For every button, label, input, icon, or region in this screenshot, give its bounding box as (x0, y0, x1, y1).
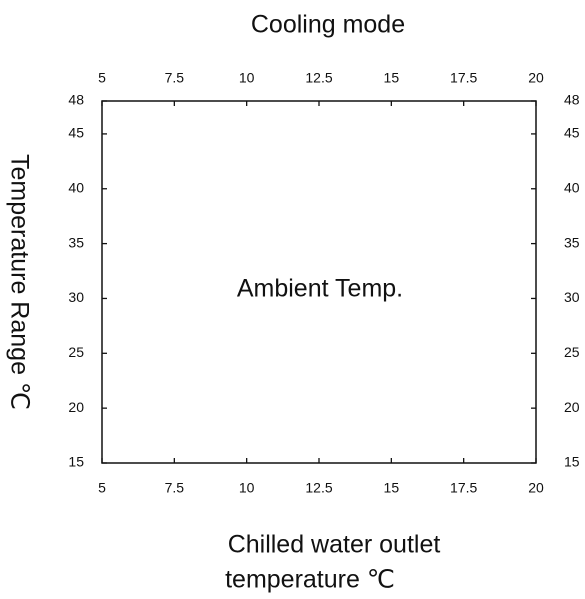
y-tick-label: 40 (68, 179, 84, 195)
annotation: Ambient Temp. (237, 275, 403, 303)
y-tick-label: 25 (564, 344, 580, 360)
y-axis-label: Temperature Range ℃ (5, 154, 33, 410)
x-tick-label: 15 (384, 480, 400, 496)
y-tick-label: 48 (68, 92, 84, 108)
x-tick-label: 17.5 (450, 480, 477, 496)
x-tick-label: 20 (528, 480, 544, 496)
chart-title: Cooling mode (251, 11, 405, 39)
x-tick-label: 20 (528, 70, 544, 86)
y-tick-label: 45 (564, 125, 580, 141)
x-tick-label: 12.5 (305, 70, 332, 86)
x-tick-label: 15 (384, 70, 400, 86)
x-tick-label: 7.5 (165, 70, 185, 86)
y-tick-label: 15 (564, 454, 580, 470)
y-tick-label: 30 (564, 289, 580, 305)
y-tick-label: 20 (68, 399, 84, 415)
x-tick-label: 10 (239, 480, 255, 496)
x-axis-label: Chilled water outlet (228, 531, 441, 559)
y-tick-label: 25 (68, 344, 84, 360)
y-tick-label: 45 (68, 125, 84, 141)
x-tick-label: 5 (98, 480, 106, 496)
y-tick-label: 48 (564, 92, 580, 108)
x-tick-label: 7.5 (165, 480, 185, 496)
x-tick-label: 5 (98, 70, 106, 86)
x-tick-label: 12.5 (305, 480, 332, 496)
y-tick-label: 20 (564, 399, 580, 415)
y-tick-label: 35 (68, 234, 84, 250)
y-tick-label: 35 (564, 234, 580, 250)
x-tick-label: 10 (239, 70, 255, 86)
x-axis-label: temperature ℃ (225, 566, 395, 594)
y-tick-label: 15 (68, 454, 84, 470)
y-tick-label: 40 (564, 179, 580, 195)
y-tick-label: 30 (68, 289, 84, 305)
x-tick-label: 17.5 (450, 70, 477, 86)
